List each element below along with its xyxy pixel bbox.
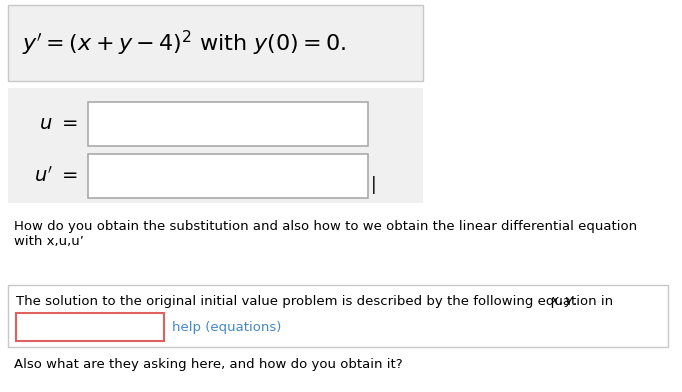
Text: The solution to the original initial value problem is described by the following: The solution to the original initial val…	[16, 295, 617, 308]
FancyBboxPatch shape	[88, 102, 368, 146]
FancyBboxPatch shape	[8, 5, 423, 81]
Text: Also what are they asking here, and how do you obtain it?: Also what are they asking here, and how …	[14, 358, 402, 371]
FancyBboxPatch shape	[8, 88, 423, 203]
Text: $\mathbf{\mathit{u}}\ =$: $\mathbf{\mathit{u}}\ =$	[39, 115, 78, 133]
Text: $\mathit{x, y.}$: $\mathit{x, y.}$	[550, 295, 578, 309]
FancyBboxPatch shape	[8, 285, 668, 347]
FancyBboxPatch shape	[88, 154, 368, 198]
FancyBboxPatch shape	[16, 313, 164, 341]
Text: $\mathbf{\mathit{u'}}\ =$: $\mathbf{\mathit{u'}}\ =$	[34, 166, 78, 186]
Text: How do you obtain the substitution and also how to we obtain the linear differen: How do you obtain the substitution and a…	[14, 220, 637, 233]
Text: help (equations): help (equations)	[172, 321, 282, 334]
Text: $\mathit{y'} = \mathit{(x + y - 4)^2}\ \mathrm{with}\ \mathit{y(0) = 0.}$: $\mathit{y'} = \mathit{(x + y - 4)^2}\ \…	[22, 28, 346, 58]
Text: |: |	[371, 176, 376, 194]
Text: with x,u,u’: with x,u,u’	[14, 235, 84, 248]
